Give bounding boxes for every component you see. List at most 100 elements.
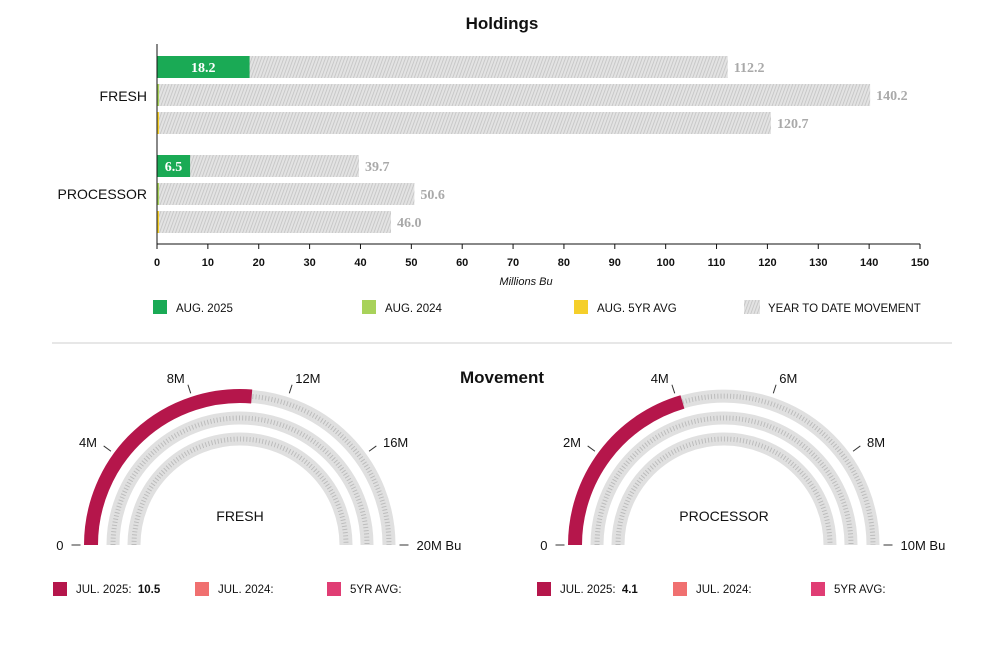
gauge-tick-mark	[103, 445, 112, 452]
gauge-center-label-fresh: FRESH	[216, 508, 263, 524]
holdings-axes: 0 10 20 30 40 50 60 70 80 90 100 110 120 130 140 150	[154, 44, 929, 269]
gauge-tick-mark	[587, 445, 596, 452]
gauge-scale-label: 20M Bu	[417, 538, 462, 553]
gauge-scale-label: 2M	[563, 435, 581, 450]
value-label-processor-aug-2025: 6.5	[165, 160, 183, 175]
ytd-label-fresh-aug-2024: 140.2	[876, 89, 908, 104]
ytd-bar-fresh-aug-2025	[157, 56, 728, 78]
x-tick-label: 0	[154, 257, 160, 269]
value-label-fresh-aug-2025: 18.2	[191, 61, 216, 76]
x-tick-label: 130	[809, 257, 827, 269]
gauge-tick-mark	[368, 445, 377, 452]
gauge-ring-5yr-avg	[127, 432, 353, 546]
legend-swatch-aug-2024	[362, 300, 376, 314]
legend-value-jul-2025: 10.5	[138, 584, 161, 596]
ytd-label-fresh-aug-5yr-avg: 120.7	[777, 117, 809, 132]
gauge-ring-jul-2025	[568, 389, 880, 546]
gauge-tick-mark	[288, 384, 293, 394]
gauge-scale-label: 4M	[651, 371, 669, 386]
gauge-tick-mark	[772, 384, 777, 394]
x-tick-label: 110	[708, 257, 726, 269]
legend-swatch-jul-2025	[537, 582, 551, 596]
gauge-legend-processor: JUL. 2025: 4.1 JUL. 2024: 5YR AVG:	[537, 582, 886, 596]
x-tick-label: 100	[656, 257, 674, 269]
legend-swatch-ytd-movement	[744, 300, 760, 314]
movement-title: Movement	[460, 368, 544, 387]
holdings-legend: AUG. 2025 AUG. 2024 AUG. 5YR AVG YEAR TO…	[153, 300, 921, 315]
gauge-legend-fresh: JUL. 2025: 10.5 JUL. 2024: 5YR AVG:	[53, 582, 402, 596]
gauge-value-arc-jul-2025	[568, 395, 685, 546]
legend-label-jul-2025: JUL. 2025:	[560, 584, 616, 596]
legend-swatch-jul-2025	[53, 582, 67, 596]
x-tick-label: 150	[911, 257, 929, 269]
gauge-track-hatch	[131, 436, 349, 546]
legend-swatch-aug-2025	[153, 300, 167, 314]
legend-swatch-5yr-avg	[327, 582, 341, 596]
x-tick-label: 140	[860, 257, 878, 269]
x-tick-label: 20	[253, 257, 265, 269]
gauge-ring-jul-2024	[590, 411, 858, 546]
holdings-bars: 112.2 18.2 140.2 120.7 39.7 6.5 50.6 46.0	[157, 56, 908, 233]
legend-label-5yr-avg: 5YR AVG:	[834, 584, 886, 596]
gauge-track	[590, 411, 858, 546]
gauge-value-arc-jul-2025	[84, 389, 253, 546]
x-tick-label: 30	[303, 257, 315, 269]
gauge-scale-label: 10M Bu	[901, 538, 946, 553]
gauge-scale-label: 4M	[79, 435, 97, 450]
gauge-track	[106, 411, 374, 546]
gauge-center-label-processor: PROCESSOR	[679, 508, 768, 524]
x-tick-label: 90	[609, 257, 621, 269]
legend-value-jul-2025: 4.1	[622, 584, 639, 596]
ytd-label-fresh-aug-2025: 112.2	[734, 61, 765, 76]
gauge-scale-label: 6M	[779, 371, 797, 386]
legend-label-aug-2025: AUG. 2025	[176, 303, 233, 315]
ytd-label-processor-aug-5yr-avg: 46.0	[397, 216, 422, 231]
gauge-tick-mark	[187, 384, 192, 394]
x-tick-label: 70	[507, 257, 519, 269]
gauge-scale-label: 0	[56, 538, 63, 553]
value-bar-fresh-aug-2024	[157, 84, 160, 106]
legend-item-jul-2025: JUL. 2025: 10.5	[76, 584, 161, 596]
legend-label-5yr-avg: 5YR AVG:	[350, 584, 402, 596]
legend-swatch-aug-5yr-avg	[574, 300, 588, 314]
gauge-track	[127, 432, 353, 546]
ytd-bar-fresh-aug-2024	[157, 84, 871, 106]
legend-label-jul-2024: JUL. 2024:	[218, 584, 274, 596]
gauge-ring-jul-2025	[84, 389, 396, 546]
x-tick-label: 120	[758, 257, 776, 269]
legend-label-aug-5yr-avg: AUG. 5YR AVG	[597, 303, 677, 315]
gauge-scale-label: 8M	[167, 371, 185, 386]
gauge-fresh: 0 4M 8M 12M 16M 20M Bu	[56, 371, 461, 553]
x-axis-title: Millions Bu	[499, 276, 552, 288]
legend-label-jul-2024: JUL. 2024:	[696, 584, 752, 596]
category-label-fresh: FRESH	[100, 88, 147, 104]
legend-label-jul-2025: JUL. 2025:	[76, 584, 132, 596]
value-bar-fresh-aug-2025	[157, 56, 250, 78]
gauge-scale-label: 8M	[867, 435, 885, 450]
legend-swatch-jul-2024	[673, 582, 687, 596]
legend-swatch-jul-2024	[195, 582, 209, 596]
legend-item-jul-2025: JUL. 2025: 4.1	[560, 584, 638, 596]
gauge-tick-mark	[852, 445, 861, 452]
ytd-bar-processor-aug-5yr-avg	[157, 211, 391, 233]
category-label-processor: PROCESSOR	[58, 186, 147, 202]
ytd-bar-processor-aug-2024	[157, 183, 415, 205]
gauge-tick-mark	[671, 384, 676, 394]
gauge-track-hatch	[615, 436, 833, 546]
value-bar-processor-aug-2025	[157, 155, 191, 177]
x-tick-label: 50	[405, 257, 417, 269]
gauge-track	[611, 432, 837, 546]
x-tick-label: 60	[456, 257, 468, 269]
legend-label-ytd-movement: YEAR TO DATE MOVEMENT	[768, 303, 921, 315]
ytd-bar-fresh-aug-5yr-avg	[157, 112, 771, 134]
gauge-ring-5yr-avg	[611, 432, 837, 546]
value-bar-processor-aug-2024	[157, 183, 160, 205]
gauge-processor: 0 2M 4M 6M 8M 10M Bu	[540, 371, 945, 553]
x-tick-label: 10	[202, 257, 214, 269]
gauge-scale-label: 0	[540, 538, 547, 553]
movement-gauges: 0 4M 8M 12M 16M 20M Bu 0 2M 4M 6M 8M 10M Bu	[56, 371, 945, 553]
x-tick-label: 40	[354, 257, 366, 269]
ytd-label-processor-aug-2025: 39.7	[365, 160, 390, 175]
